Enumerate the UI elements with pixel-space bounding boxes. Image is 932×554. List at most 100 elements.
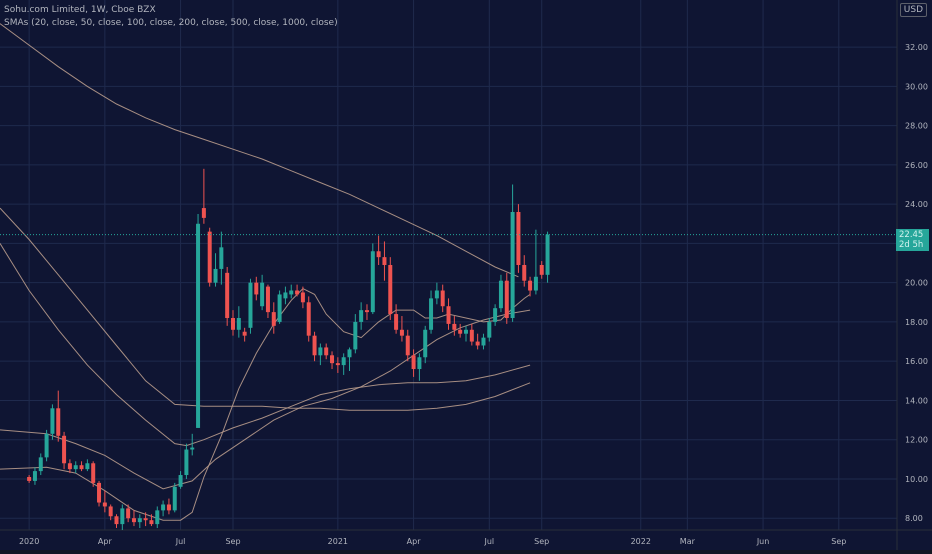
candle-body bbox=[231, 318, 235, 330]
candle-body bbox=[464, 329, 468, 334]
x-tick-label: Apr bbox=[98, 537, 113, 546]
candle-body bbox=[50, 408, 55, 434]
x-tick-label: 2020 bbox=[19, 537, 39, 546]
candle-body bbox=[318, 347, 323, 356]
candle-body bbox=[91, 463, 96, 483]
candle-body bbox=[27, 477, 32, 481]
candle-body bbox=[545, 234, 550, 275]
candle-body bbox=[498, 280, 503, 309]
sma-line bbox=[0, 207, 531, 411]
candle-body bbox=[405, 335, 410, 356]
candle-body bbox=[382, 257, 387, 265]
candle-body bbox=[324, 347, 329, 356]
candle-body bbox=[254, 282, 259, 295]
candle-body bbox=[429, 298, 434, 330]
x-tick-label: Sep bbox=[225, 537, 240, 546]
candle-body bbox=[394, 314, 399, 330]
candle-body bbox=[522, 265, 527, 281]
indicator-label: SMAs (20, close, 50, close, 100, close, … bbox=[4, 18, 338, 28]
candle-body bbox=[97, 482, 102, 503]
candle-body bbox=[184, 449, 189, 476]
candle-body bbox=[539, 265, 544, 275]
candle-body bbox=[399, 329, 404, 336]
candle-body bbox=[143, 518, 148, 521]
candle-body bbox=[225, 272, 230, 318]
candle-body bbox=[137, 518, 142, 523]
y-tick-label: 30.00 bbox=[905, 82, 928, 91]
candle-body bbox=[236, 318, 241, 330]
last-price-value: 22.45 bbox=[899, 229, 924, 240]
symbol-title: Sohu.com Limited, 1W, Cboe BZX bbox=[4, 5, 156, 15]
candle-body bbox=[493, 308, 498, 322]
candle-body bbox=[108, 506, 113, 517]
y-tick-label: 28.00 bbox=[905, 122, 928, 131]
candle-body bbox=[248, 282, 253, 328]
candle-body bbox=[207, 231, 212, 283]
candle-body bbox=[306, 302, 311, 336]
candle-body bbox=[411, 355, 416, 370]
candle-body bbox=[353, 321, 358, 350]
candle-body bbox=[73, 465, 78, 470]
candle-body bbox=[533, 276, 538, 291]
candle-body bbox=[131, 518, 136, 523]
candle-body bbox=[289, 290, 294, 295]
candle-body bbox=[458, 329, 463, 334]
candle-body bbox=[260, 282, 265, 307]
candle-body bbox=[341, 357, 346, 366]
x-tick-label: Sep bbox=[534, 537, 549, 546]
candle-body bbox=[172, 486, 177, 511]
candle-body bbox=[475, 341, 480, 346]
y-tick-label: 32.00 bbox=[905, 43, 928, 52]
candle-body bbox=[510, 212, 515, 318]
y-tick-label: 16.00 bbox=[905, 357, 928, 366]
y-tick-label: 20.00 bbox=[905, 279, 928, 288]
candle-body bbox=[56, 408, 61, 436]
candle-body bbox=[335, 363, 340, 366]
candle-body bbox=[446, 306, 451, 324]
y-tick-label: 8.00 bbox=[905, 514, 923, 523]
candle-body bbox=[481, 337, 486, 346]
candle-body bbox=[126, 508, 131, 519]
candle-body bbox=[120, 508, 125, 525]
bar-countdown: 2d 5h bbox=[899, 239, 924, 250]
chart-legend: Sohu.com Limited, 1W, Cboe BZX SMAs (20,… bbox=[4, 4, 338, 30]
candle-body bbox=[161, 504, 166, 511]
x-tick-label: Sep bbox=[831, 537, 846, 546]
candle-body bbox=[178, 475, 183, 487]
candle-body bbox=[283, 292, 288, 299]
candle-body bbox=[364, 310, 369, 313]
candle-body bbox=[469, 329, 474, 342]
candle-body bbox=[201, 208, 206, 218]
candle-body bbox=[155, 510, 160, 525]
candle-body bbox=[38, 457, 43, 472]
candle-body bbox=[166, 504, 171, 511]
candle-body bbox=[85, 463, 90, 470]
x-tick-label: Jul bbox=[483, 537, 494, 546]
candle-body bbox=[330, 355, 335, 364]
candle-body bbox=[388, 265, 393, 315]
candle-body bbox=[440, 290, 445, 307]
candle-body bbox=[102, 502, 107, 507]
candle-body bbox=[62, 435, 67, 464]
y-tick-label: 26.00 bbox=[905, 161, 928, 170]
y-tick-label: 14.00 bbox=[905, 396, 928, 405]
candle-body bbox=[219, 247, 224, 269]
candle-body bbox=[271, 312, 276, 326]
y-tick-label: 18.00 bbox=[905, 318, 928, 327]
candle-body bbox=[67, 463, 72, 470]
x-tick-label: Jun bbox=[756, 537, 770, 546]
candle-body bbox=[359, 310, 364, 322]
x-tick-label: Jul bbox=[175, 537, 186, 546]
y-tick-label: 10.00 bbox=[905, 475, 928, 484]
candle-body bbox=[149, 520, 154, 525]
x-tick-label: Apr bbox=[407, 537, 422, 546]
currency-button[interactable]: USD bbox=[899, 3, 927, 17]
candle-body bbox=[376, 251, 381, 258]
candle-body bbox=[114, 516, 119, 525]
candle-body bbox=[347, 349, 352, 358]
candle-body bbox=[487, 321, 492, 338]
candle-body bbox=[79, 465, 84, 470]
